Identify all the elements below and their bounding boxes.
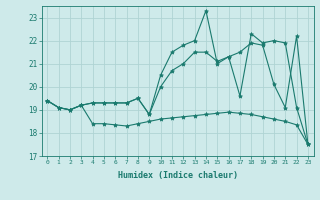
X-axis label: Humidex (Indice chaleur): Humidex (Indice chaleur) bbox=[118, 171, 237, 180]
